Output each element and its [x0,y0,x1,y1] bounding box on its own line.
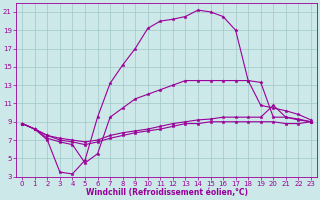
X-axis label: Windchill (Refroidissement éolien,°C): Windchill (Refroidissement éolien,°C) [85,188,248,197]
